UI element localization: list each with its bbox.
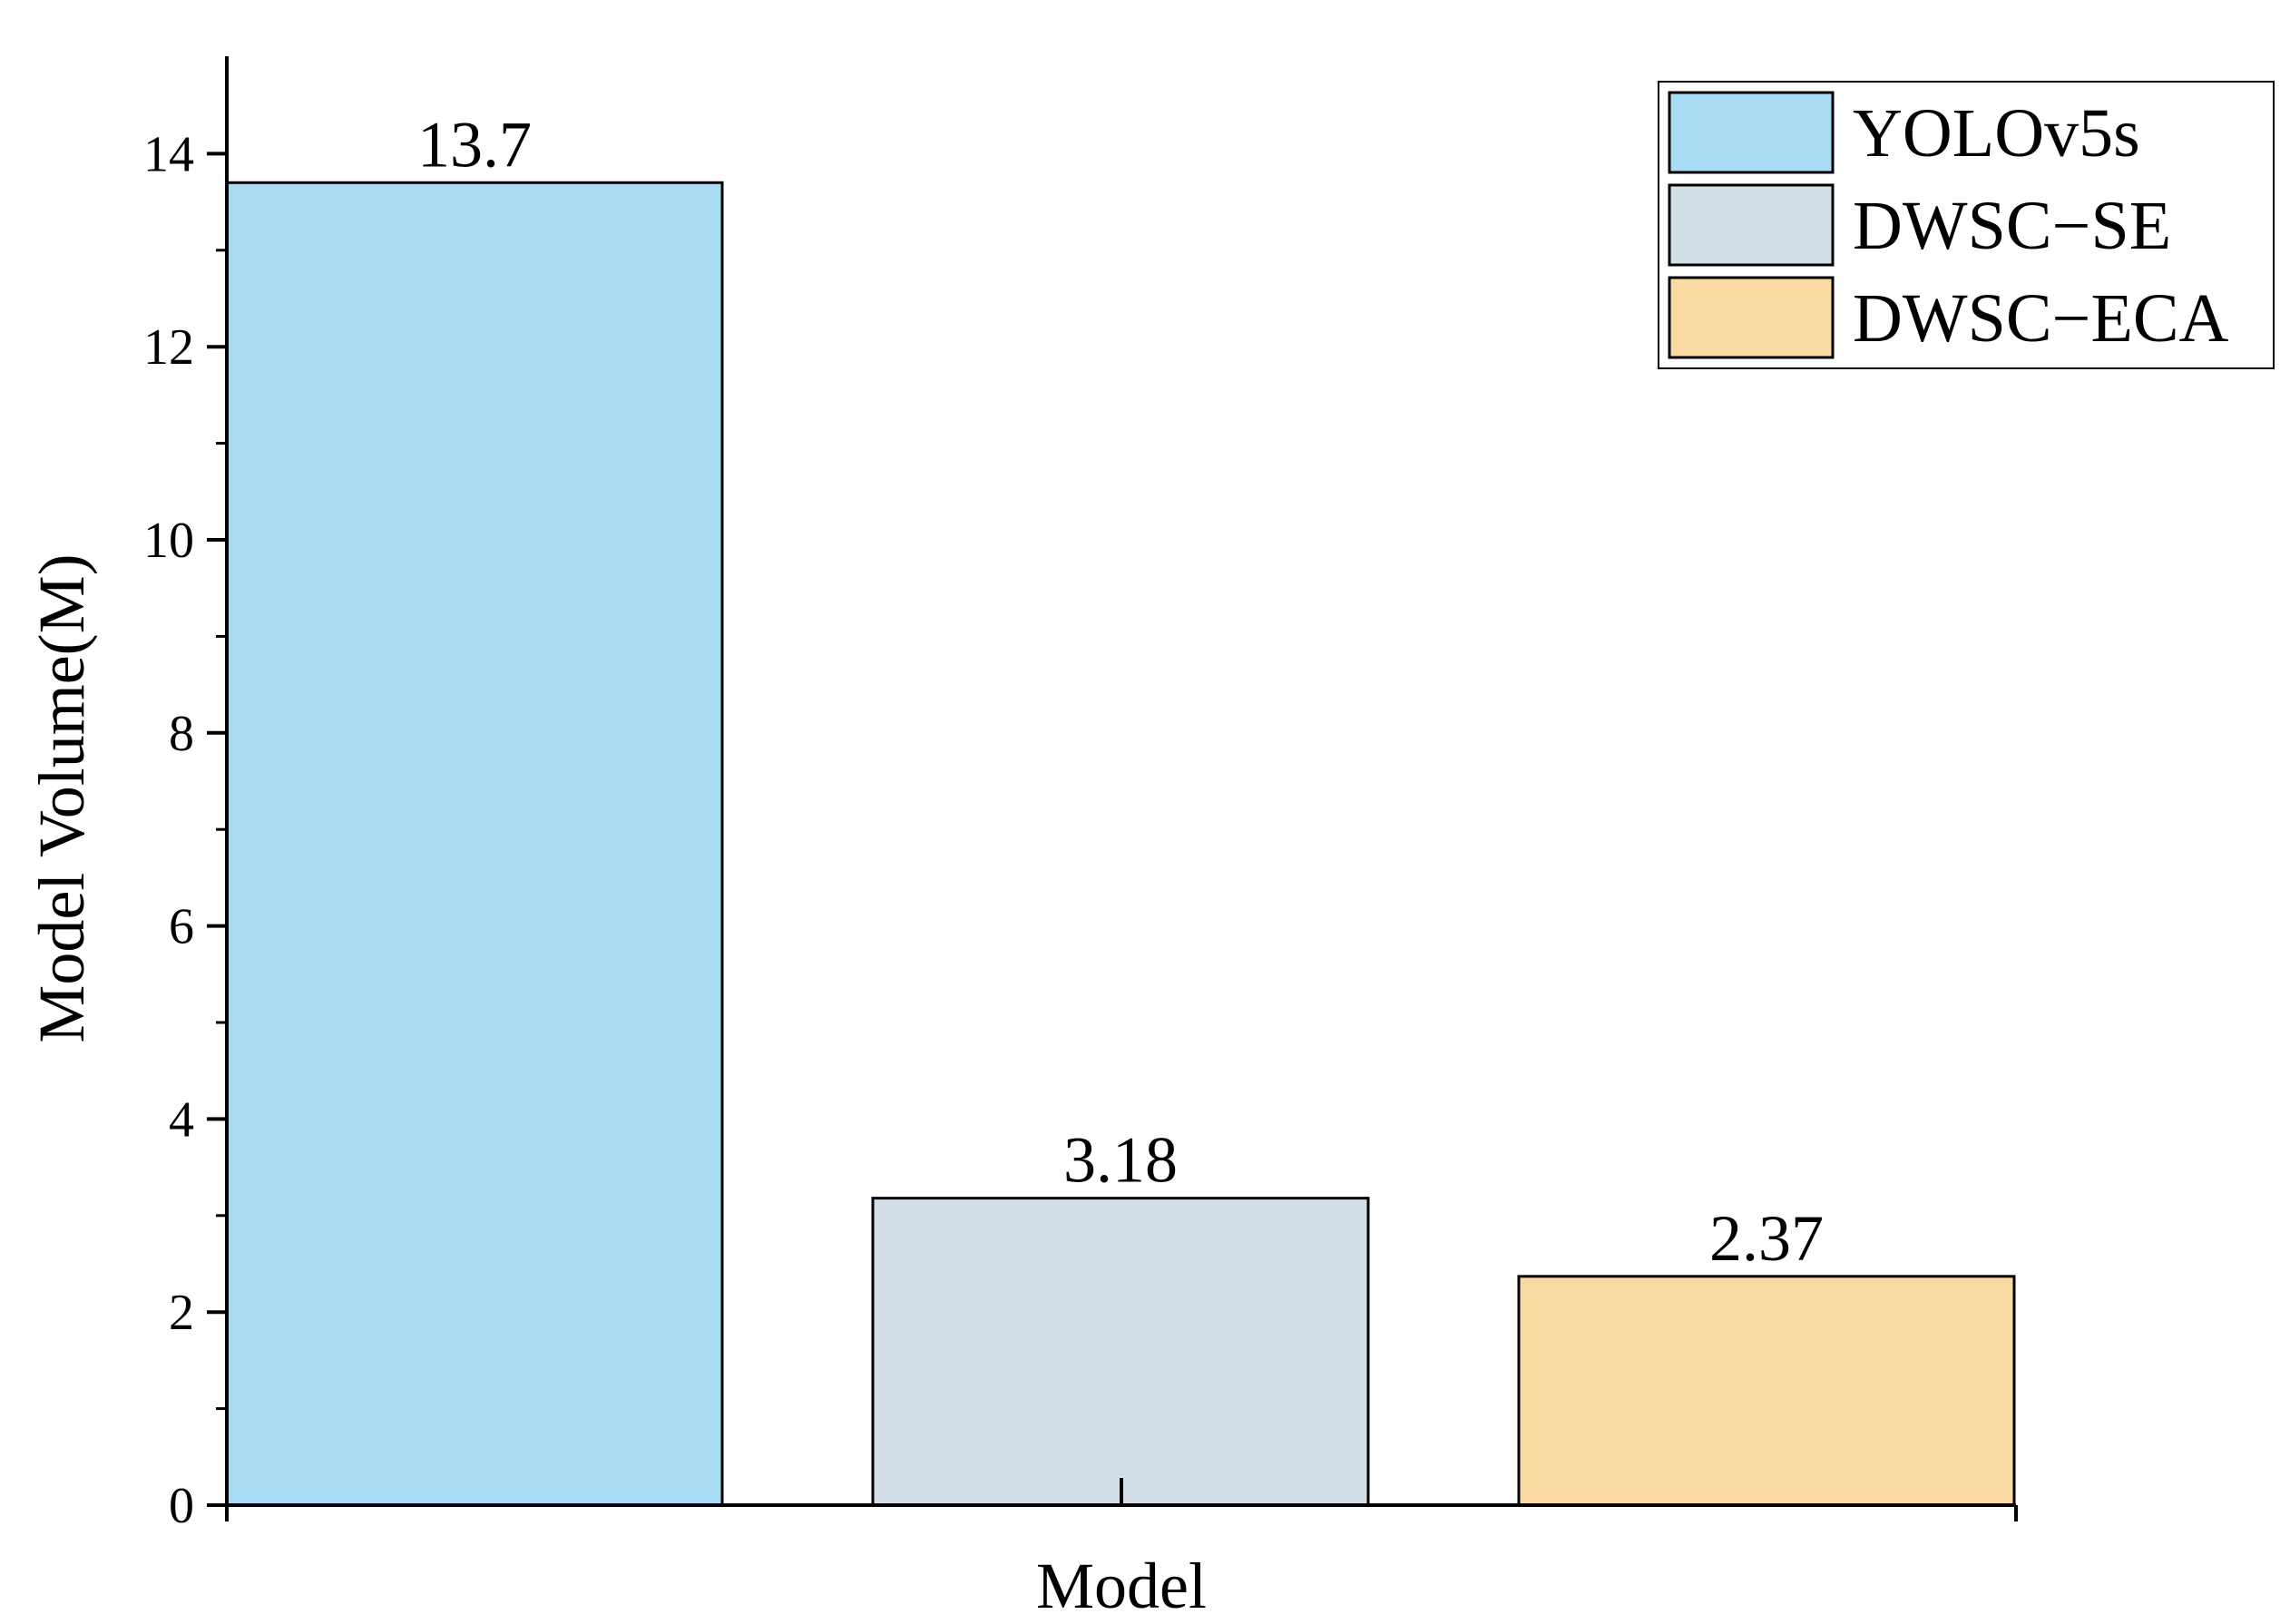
legend-label-1: DWSC−SE: [1853, 188, 2171, 264]
legend-label-0: YOLOv5s: [1853, 95, 2140, 171]
y-tick-label-5: 10: [143, 513, 194, 569]
y-tick-label-1: 2: [169, 1285, 194, 1341]
y-axis-title: Model Volume(M): [25, 553, 98, 1042]
bar-0: [225, 181, 724, 1507]
value-label-1: 3.18: [1063, 1124, 1178, 1197]
y-tick-label-6: 12: [143, 319, 194, 376]
y-tick-label-3: 6: [169, 899, 194, 955]
y-tick-label-2: 4: [169, 1091, 194, 1148]
value-label-2: 2.37: [1709, 1202, 1824, 1275]
y-tick-label-7: 14: [143, 126, 194, 182]
legend-swatch-1: [1668, 183, 1835, 267]
x-axis-title: Model: [1036, 1550, 1207, 1622]
legend: YOLOv5s DWSC−SE DWSC−ECA: [1658, 81, 2275, 369]
bars-layer: [225, 181, 2016, 1507]
legend-label-2: DWSC−ECA: [1853, 280, 2229, 357]
legend-swatch-2: [1668, 276, 1835, 359]
legend-swatch-0: [1668, 91, 1835, 174]
y-tick-label-4: 8: [169, 706, 194, 762]
bar-1: [871, 1197, 1370, 1507]
value-label-0: 13.7: [417, 108, 532, 181]
labels-layer: 13.7 3.18 2.37 0 2 4 6 8 10 12 14: [143, 108, 1824, 1534]
y-tick-label-0: 0: [169, 1478, 194, 1534]
bar-2: [1517, 1275, 2016, 1507]
axes-layer: [207, 56, 2018, 1521]
